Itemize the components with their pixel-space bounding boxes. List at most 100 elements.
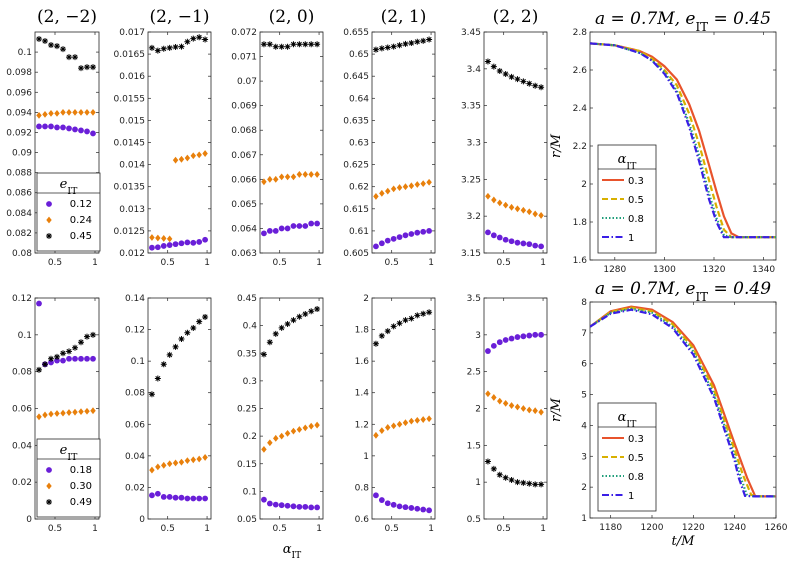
series-0.24: [261, 171, 320, 186]
data-point: [496, 471, 503, 478]
panel-top-5: 3.15 3.2 3.25 3.3 3.35 3.4 3.45 0.5 1 (2, 2): [461, 7, 548, 268]
x-tick-label: 0.5: [48, 524, 62, 534]
data-point: [261, 496, 267, 503]
data-point: [160, 243, 167, 249]
data-point: [172, 156, 179, 164]
data-point: [426, 228, 432, 234]
data-point: [54, 43, 60, 50]
y-tick-label: 0.45: [237, 294, 257, 304]
y-tick-label: 0.05: [237, 515, 257, 525]
data-point: [497, 199, 503, 207]
data-point: [290, 223, 297, 229]
y-tick-label: 0.071: [231, 53, 257, 63]
data-point: [538, 84, 545, 91]
series-line-1: [590, 308, 776, 498]
series-0.30: [485, 390, 544, 416]
series-0.45: [260, 41, 321, 50]
y-tick-label: 0.017: [119, 28, 145, 38]
data-point: [36, 123, 42, 130]
panel-bottom-5: 0.5 1 1.5 2 2.5 3 3.5 0.5 1: [467, 294, 548, 534]
data-point: [302, 311, 309, 318]
data-point: [196, 455, 202, 463]
y-tick-label: 0.8: [355, 483, 370, 493]
y-tick-label: 0.072: [231, 28, 257, 38]
data-point: [426, 36, 433, 43]
y-tick-label: 0.1: [131, 357, 145, 367]
data-point: [284, 320, 291, 327]
data-point: [60, 350, 66, 357]
legend-entry: 0.12: [70, 199, 92, 210]
data-point: [520, 78, 527, 85]
data-point: [490, 63, 497, 70]
panel-bottom-2: 0 0.02 0.04 0.06 0.08 0.1 0.12 0.14 0.5 1: [125, 294, 212, 534]
data-point: [42, 38, 48, 45]
y-tick-label: 0.15: [237, 460, 257, 470]
y-tick-label: 0.06: [12, 405, 32, 415]
x-tick-label: 1: [204, 524, 210, 534]
data-point: [290, 317, 297, 324]
legend-title: eIT: [60, 443, 78, 463]
series-0.24: [149, 150, 208, 243]
x-tick-label: 0.5: [497, 524, 511, 534]
y-tick-label: 0.098: [6, 68, 32, 78]
data-point: [48, 359, 54, 366]
y-tick-label: 0.069: [231, 102, 257, 112]
data-point: [166, 460, 173, 468]
y-tick-label: 0.0135: [114, 183, 146, 193]
data-point: [66, 108, 72, 116]
y-tick-label: 3.25: [461, 175, 481, 185]
y-tick-label: 0.635: [343, 116, 369, 126]
data-point: [526, 241, 533, 248]
data-point: [284, 225, 291, 232]
data-point: [196, 239, 203, 245]
series-line-1: [590, 42, 776, 239]
panel-top-3: 0.063 0.064 0.065 0.066 0.067 0.068 0.069 0.07 0…: [231, 7, 324, 268]
x-tick-label: 0.5: [48, 258, 62, 268]
data-point: [502, 201, 509, 209]
data-point: [490, 465, 497, 472]
axes-box: [259, 297, 324, 520]
data-point: [514, 239, 521, 246]
legend-marker: [46, 216, 52, 224]
y-tick-label: 2: [475, 405, 481, 415]
y-tick-label: 0.016: [119, 72, 145, 82]
x-tick-label: 1220: [682, 523, 705, 533]
data-point: [284, 43, 291, 50]
y-tick-label: 0.07: [237, 77, 257, 87]
data-point: [72, 54, 78, 61]
data-point: [290, 41, 297, 48]
x-tick-label: 1320: [703, 265, 726, 275]
data-point: [532, 242, 539, 249]
data-point: [502, 70, 509, 77]
data-point: [261, 445, 267, 453]
data-point: [508, 203, 515, 211]
data-point: [78, 65, 84, 72]
x-tick-label: 1: [316, 258, 322, 268]
data-point: [538, 243, 544, 250]
y-tick-label: 0.067: [231, 151, 257, 161]
data-point: [532, 210, 538, 218]
data-point: [526, 332, 533, 339]
data-point: [266, 41, 273, 48]
data-point: [84, 64, 90, 71]
data-point: [202, 495, 208, 502]
data-point: [60, 124, 66, 131]
data-point: [496, 68, 503, 75]
data-point: [272, 501, 279, 508]
y-tick-label: 1.4: [355, 389, 370, 399]
legend-entry: 0.8: [628, 472, 644, 483]
data-point: [278, 432, 285, 440]
y-tick-label: 0.61: [349, 227, 369, 237]
series-0.18: [373, 492, 432, 514]
series-0.49: [260, 306, 321, 358]
y-tick-label: 3.15: [461, 249, 481, 259]
data-point: [160, 494, 167, 500]
data-point: [278, 502, 285, 509]
data-point: [484, 458, 491, 465]
data-point: [378, 497, 385, 503]
y-tick-label: 0.62: [349, 183, 369, 193]
y-tick-label: 4: [581, 421, 587, 431]
data-point: [390, 185, 397, 193]
y-tick-label: 5: [581, 391, 587, 401]
data-point: [184, 495, 191, 502]
